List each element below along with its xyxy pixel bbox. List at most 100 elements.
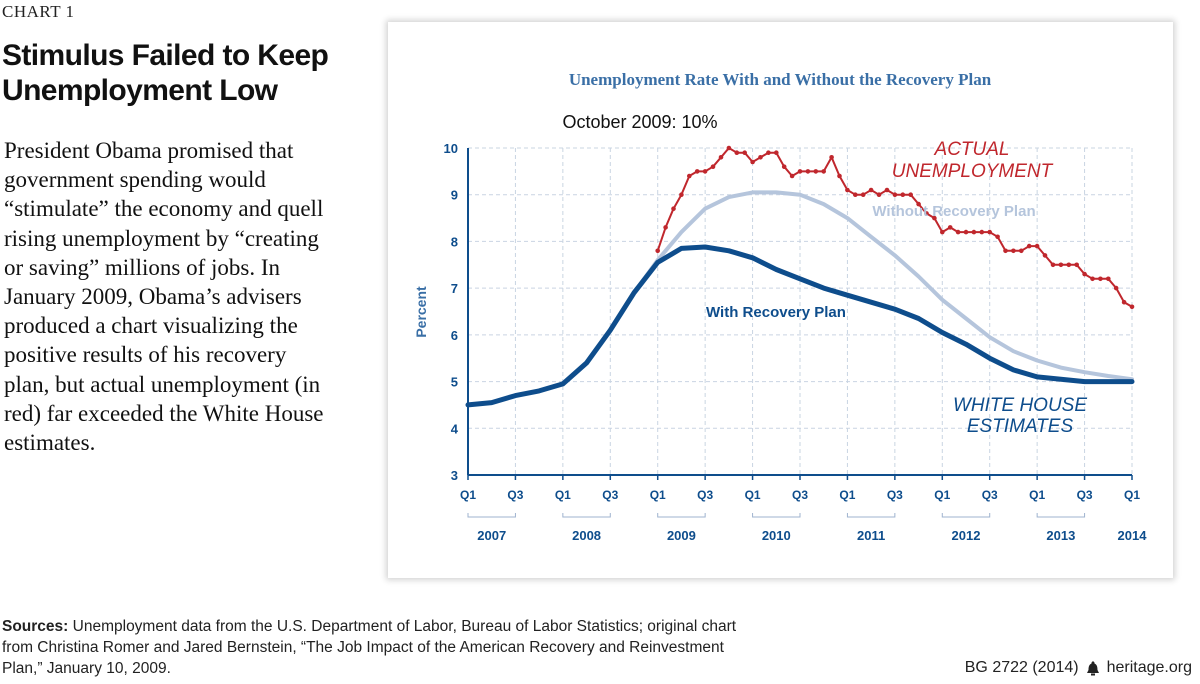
- year-bracket: [941, 513, 991, 518]
- report-id: BG 2722 (2014): [964, 659, 1079, 676]
- year-bracket: [752, 513, 801, 518]
- y-tick-label: 6: [451, 328, 458, 343]
- x-tick-label: Q3: [602, 488, 618, 502]
- x-tick-label: Q1: [650, 488, 666, 502]
- year-label: 2011: [857, 528, 885, 543]
- data-point-actual: [726, 145, 732, 151]
- year-label: 2013: [1046, 528, 1075, 543]
- data-point-actual: [860, 192, 866, 197]
- data-point-actual: [679, 192, 684, 197]
- x-tick-label: Q1: [555, 488, 571, 502]
- series-lines: [465, 145, 1135, 408]
- year-bracket: [846, 513, 896, 518]
- data-point-actual: [916, 201, 921, 207]
- data-point-actual: [1019, 248, 1024, 254]
- data-point-actual: [710, 164, 716, 169]
- data-point-actual: [774, 150, 779, 155]
- x-tick-label: Q1: [934, 488, 950, 502]
- data-point-actual: [955, 229, 961, 235]
- data-point-actual: [908, 192, 913, 197]
- data-point-actual: [758, 155, 763, 160]
- data-point-actual: [1026, 243, 1032, 249]
- data-point-actual: [702, 169, 708, 174]
- x-tick-label: Q1: [460, 488, 476, 502]
- data-point-actual: [1090, 276, 1095, 282]
- data-point-actual: [734, 150, 740, 155]
- data-point-actual: [900, 192, 906, 197]
- data-point-actual: [940, 229, 945, 235]
- y-tick-label: 7: [451, 281, 458, 296]
- x-tick-label: Q1: [839, 488, 855, 502]
- series-line-with-recovery-plan: [465, 244, 1135, 408]
- data-point-actual: [837, 173, 842, 179]
- data-point-actual: [1058, 262, 1064, 268]
- data-point-actual: [932, 215, 937, 221]
- y-tick-label: 8: [451, 234, 458, 249]
- data-point-actual: [742, 150, 747, 155]
- data-point-actual: [1050, 262, 1056, 268]
- x-tick-label: Q3: [792, 488, 808, 502]
- year-label: 2010: [762, 528, 791, 543]
- data-point-actual: [781, 164, 787, 169]
- data-point-actual: [694, 169, 700, 174]
- data-point-actual: [1034, 243, 1040, 249]
- legend-label-with-plan: With Recovery Plan: [706, 304, 846, 321]
- data-point-actual: [995, 234, 1000, 240]
- data-point-actual: [1066, 262, 1072, 268]
- data-point-actual: [663, 225, 668, 230]
- data-point-actual: [797, 169, 803, 174]
- annotations: October 2009: 10% ACTUAL UNEMPLOYMENT Wi…: [562, 112, 1087, 437]
- data-point-actual: [853, 192, 858, 197]
- data-point-actual: [987, 229, 992, 235]
- data-point-actual: [1098, 276, 1103, 282]
- data-point-actual: [868, 187, 874, 193]
- data-point-actual: [1003, 248, 1008, 254]
- data-point-actual: [884, 187, 890, 193]
- x-tick-label: Q3: [1077, 488, 1093, 502]
- data-point-actual: [1113, 285, 1119, 291]
- sources-label: Sources:: [2, 618, 69, 635]
- data-point-actual: [766, 150, 771, 155]
- x-tick-label: Q3: [507, 488, 523, 502]
- headline: Stimulus Failed to Keep Unemployment Low: [2, 39, 329, 107]
- footer-credit: BG 2722 (2014) heritage.org: [965, 659, 1192, 677]
- data-point-actual: [789, 173, 795, 179]
- data-point-actual: [718, 155, 724, 160]
- year-label: 2007: [477, 528, 506, 543]
- chart-number-label: CHART 1: [2, 2, 75, 21]
- data-point-actual: [1074, 262, 1079, 268]
- data-point-actual: [924, 211, 929, 216]
- annotation-october-2009: October 2009: 10%: [562, 112, 717, 132]
- chart-panel: Unemployment Rate With and Without the R…: [388, 22, 1173, 578]
- year-label: 2014: [1118, 528, 1148, 543]
- data-point-actual: [1042, 253, 1048, 258]
- data-point-actual: [845, 187, 850, 193]
- y-tick-label: 3: [451, 468, 458, 483]
- data-point-actual: [979, 229, 985, 235]
- data-point-actual: [892, 192, 898, 197]
- axes: 3 4 5 6 7 8 9 10 Q1 Q3 Q1 Q3 Q1 Q3 Q1 Q3 Q1 Q3 Q1 Q3 Q1 Q3 Q1 2…: [444, 141, 1148, 543]
- legend-label-without-plan: Without Recovery Plan: [872, 203, 1035, 220]
- data-point-actual: [1121, 299, 1127, 305]
- data-point-actual: [947, 225, 953, 230]
- data-point-actual: [655, 248, 660, 254]
- data-point-actual: [1082, 271, 1087, 277]
- chart-title: Unemployment Rate With and Without the R…: [569, 70, 992, 89]
- liberty-bell-icon: [1085, 660, 1101, 676]
- data-point-actual: [687, 173, 692, 179]
- x-tick-label: Q1: [745, 488, 761, 502]
- data-point-actual: [963, 229, 969, 235]
- year-label: 2008: [572, 528, 601, 543]
- x-tick-label: Q3: [697, 488, 713, 502]
- x-tick-label: Q3: [982, 488, 998, 502]
- annotation-white-house: WHITE HOUSE: [953, 395, 1087, 416]
- year-label: 2009: [667, 528, 696, 543]
- data-point-actual: [671, 206, 676, 211]
- year-bracket: [562, 513, 611, 518]
- site-name: heritage.org: [1106, 659, 1192, 676]
- data-point-actual: [971, 229, 977, 235]
- year-bracket: [1036, 513, 1086, 518]
- data-point-actual: [805, 169, 811, 174]
- data-point-actual: [821, 169, 826, 174]
- sources-note: Sources: Unemployment data from the U.S.…: [2, 616, 762, 679]
